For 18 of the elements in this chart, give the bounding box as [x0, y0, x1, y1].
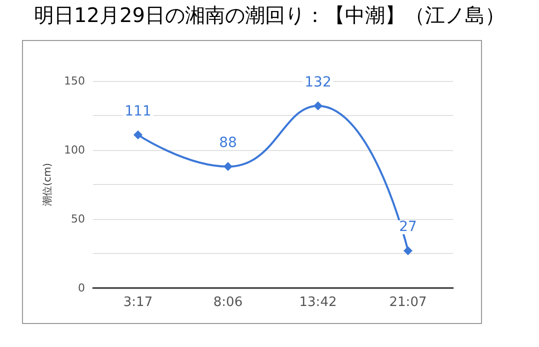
point [134, 130, 142, 140]
data-label: 132 [304, 74, 332, 90]
data-label: 111 [124, 103, 152, 120]
chart-title: 明日12月29日の湘南の潮回り：【中潮】（江ノ島） [33, 2, 506, 29]
y-tick-label: 100 [64, 144, 85, 156]
x-tick-label: 3:17 [123, 295, 153, 310]
y-tick-label: 150 [64, 74, 85, 88]
point [404, 246, 412, 256]
x-tick-label: 21:07 [389, 295, 427, 310]
point [314, 101, 322, 110]
point [224, 162, 232, 172]
data-label: 88 [219, 135, 237, 152]
x-tick-label: 13:42 [299, 295, 337, 310]
y-axis-title: 潮位(cm) [42, 162, 54, 206]
data-label: 27 [399, 219, 417, 236]
x-tick-label: 8:06 [213, 295, 243, 310]
y-tick-label: 0 [78, 282, 85, 294]
y-tick-label: 50 [71, 212, 85, 226]
